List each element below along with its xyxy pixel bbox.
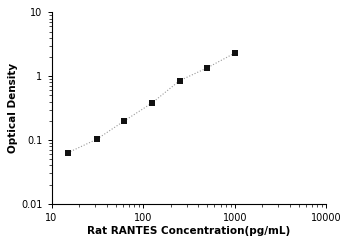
- Point: [122, 119, 127, 123]
- Point: [177, 79, 182, 83]
- X-axis label: Rat RANTES Concentration(pg/mL): Rat RANTES Concentration(pg/mL): [87, 226, 290, 236]
- Point: [204, 66, 210, 70]
- Y-axis label: Optical Density: Optical Density: [8, 63, 18, 153]
- Point: [232, 51, 238, 55]
- Point: [149, 101, 155, 105]
- Point: [94, 137, 100, 141]
- Point: [65, 151, 70, 155]
